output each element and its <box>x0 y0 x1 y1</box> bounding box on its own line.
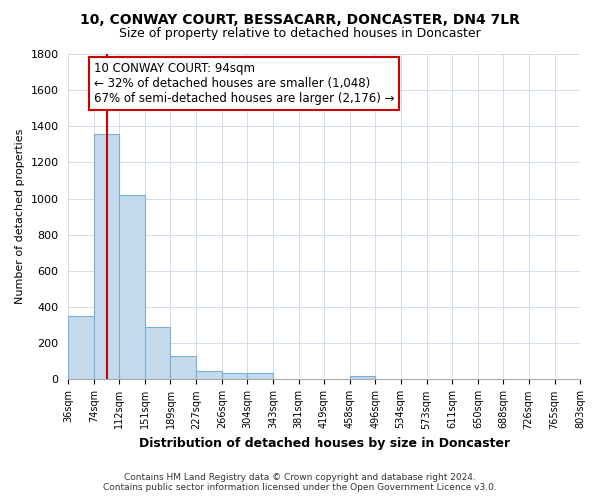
Bar <box>94 134 119 380</box>
X-axis label: Distribution of detached houses by size in Doncaster: Distribution of detached houses by size … <box>139 437 510 450</box>
Bar <box>196 372 222 380</box>
Bar <box>68 316 94 380</box>
Bar <box>350 376 375 380</box>
Y-axis label: Number of detached properties: Number of detached properties <box>15 129 25 304</box>
Bar <box>222 373 247 380</box>
Bar <box>247 373 273 380</box>
Bar <box>119 195 145 380</box>
Text: 10, CONWAY COURT, BESSACARR, DONCASTER, DN4 7LR: 10, CONWAY COURT, BESSACARR, DONCASTER, … <box>80 12 520 26</box>
Text: 10 CONWAY COURT: 94sqm
← 32% of detached houses are smaller (1,048)
67% of semi-: 10 CONWAY COURT: 94sqm ← 32% of detached… <box>94 62 394 105</box>
Bar <box>145 327 170 380</box>
Bar <box>170 356 196 380</box>
Text: Size of property relative to detached houses in Doncaster: Size of property relative to detached ho… <box>119 28 481 40</box>
Text: Contains HM Land Registry data © Crown copyright and database right 2024.
Contai: Contains HM Land Registry data © Crown c… <box>103 473 497 492</box>
